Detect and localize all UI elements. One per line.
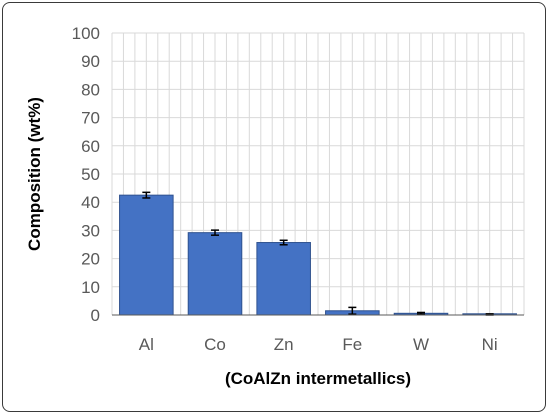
x-tick-label: Al bbox=[139, 335, 154, 354]
x-tick-label: Co bbox=[204, 335, 226, 354]
y-tick-label: 10 bbox=[81, 278, 100, 297]
y-tick-label: 50 bbox=[81, 165, 100, 184]
x-tick-label: Zn bbox=[274, 335, 294, 354]
y-tick-labels: 0 10 20 30 40 50 60 70 80 90 100 bbox=[72, 24, 100, 325]
x-tick-labels: Al Co Zn Fe W Ni bbox=[139, 335, 498, 354]
x-tick-label: Ni bbox=[482, 335, 498, 354]
y-tick-label: 70 bbox=[81, 109, 100, 128]
y-tick-label: 0 bbox=[91, 306, 100, 325]
y-tick-label: 40 bbox=[81, 193, 100, 212]
y-tick-label: 60 bbox=[81, 137, 100, 156]
bar-co bbox=[187, 232, 243, 316]
x-axis-title: (CoAlZn intermetallics) bbox=[225, 369, 411, 388]
bars bbox=[119, 191, 517, 316]
x-tick-label: W bbox=[413, 335, 429, 354]
y-tick-label: 20 bbox=[81, 250, 100, 269]
x-tick-label: Fe bbox=[342, 335, 362, 354]
grid-lines bbox=[111, 32, 525, 316]
bar-al bbox=[119, 194, 174, 316]
bar-zn bbox=[256, 242, 311, 316]
y-tick-label: 90 bbox=[81, 52, 100, 71]
y-tick-label: 80 bbox=[81, 80, 100, 99]
y-axis-title: Composition (wt%) bbox=[25, 97, 44, 251]
y-tick-label: 30 bbox=[81, 221, 100, 240]
y-tick-label: 100 bbox=[72, 24, 100, 43]
